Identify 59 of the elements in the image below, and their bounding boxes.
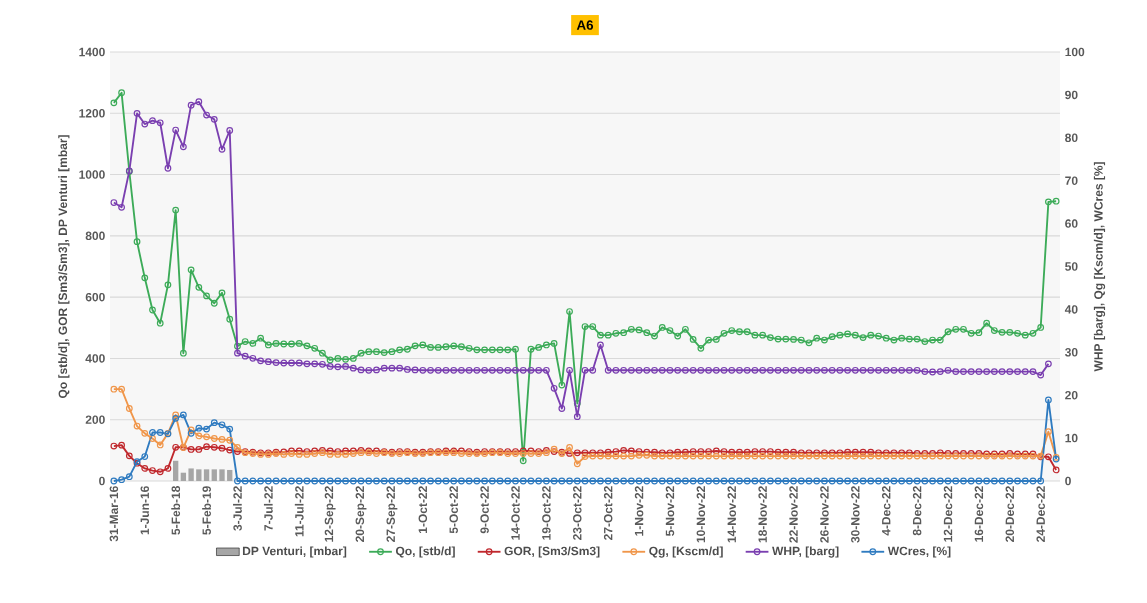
legend-label: WHP, [barg] <box>772 546 839 558</box>
y2-tick-label: 80 <box>1065 133 1078 143</box>
x-tick-label: 20-Dec-22 <box>1005 486 1015 542</box>
y2-tick-label: 90 <box>1065 90 1078 100</box>
x-tick-label: 27-Sep-22 <box>386 486 398 542</box>
x-tick-label: 1-Oct-22 <box>418 486 428 533</box>
x-tick-label: 3-Jul-22 <box>233 486 242 531</box>
y-axis-title: Qo [stb/d], GOR [Sm3/Sm3], DP Venturi [mbar] <box>58 135 70 398</box>
x-tick-label: 7-Jul-22 <box>263 486 273 531</box>
legend-label: Qg, [Kscm/d] <box>649 546 723 558</box>
legend-label: DP Venturi, [mbar] <box>242 546 347 558</box>
x-tick-label: 5-Oct-22 <box>449 486 458 534</box>
x-tick-label: 18-Nov-22 <box>758 486 767 543</box>
x-tick-label: 12-Dec-22 <box>943 486 953 542</box>
y2-tick-label: 10 <box>1065 433 1078 443</box>
y2-tick-label: 0 <box>1065 476 1071 486</box>
x-tick-label: 12-Sep-22 <box>324 486 336 542</box>
legend-label: GOR, [Sm3/Sm3] <box>504 546 600 558</box>
x-tick-label: 22-Nov-22 <box>789 486 798 543</box>
x-tick-label: 26-Nov-22 <box>820 486 829 543</box>
x-tick-label: 1-Nov-22 <box>634 486 644 536</box>
y2-tick-label: 60 <box>1065 219 1078 228</box>
x-tick-label: 14-Oct-22 <box>511 486 520 540</box>
y2-tick-label: 40 <box>1064 305 1078 314</box>
legend-label: WCres, [%] <box>887 546 951 558</box>
x-tick-label: 19-Oct-22 <box>542 486 551 540</box>
y2-tick-label: 70 <box>1065 176 1078 185</box>
x-tick-label: 30-Nov-22 <box>851 486 860 543</box>
legend-label: Qo, [stb/d] <box>395 546 455 558</box>
y-tick-label: 1000 <box>79 170 105 179</box>
y-tick-label: 1200 <box>79 109 105 118</box>
x-tick-label: 16-Dec-22 <box>974 486 984 542</box>
y2-tick-label: 50 <box>1065 262 1078 271</box>
chart-title: A6 <box>576 20 594 30</box>
x-tick-label: 24-Dec-22 <box>1036 486 1045 542</box>
x-tick-label: 27-Oct-22 <box>603 486 613 540</box>
x-tick-label: 20-Sep-22 <box>355 486 367 542</box>
y2-tick-label: 100 <box>1065 47 1085 57</box>
y-tick-label: 400 <box>85 354 105 363</box>
x-tick-label: 9-Oct-22 <box>480 486 489 534</box>
y-tick-label: 1400 <box>79 47 105 57</box>
y-tick-label: 600 <box>85 292 105 302</box>
x-tick-label: 1-Jun-16 <box>140 486 150 535</box>
x-tick-label: 8-Dec-22 <box>912 486 922 536</box>
x-tick-label: 31-Mar-16 <box>109 486 119 542</box>
x-tick-label: 10-Nov-22 <box>696 486 706 543</box>
y2-tick-label: 20 <box>1065 390 1078 400</box>
y-tick-label: 200 <box>85 415 105 424</box>
y2-axis-title: WHP [barg], Qg [Kscm/d], WCres [%] <box>1093 162 1106 372</box>
x-tick-label: 5-Nov-22 <box>665 486 675 536</box>
y-tick-label: 800 <box>85 231 105 241</box>
x-tick-label: 23-Oct-22 <box>573 486 582 540</box>
y2-tick-label: 30 <box>1064 348 1078 357</box>
x-tick-label: 5-Feb-18 <box>171 486 181 535</box>
x-tick-label: 14-Nov-22 <box>727 486 737 543</box>
y-tick-label: 0 <box>99 476 105 486</box>
x-tick-label: 11-Jul-22 <box>294 486 304 537</box>
x-tick-label: 5-Feb-19 <box>202 486 211 535</box>
x-tick-label: 4-Dec-22 <box>881 486 891 536</box>
